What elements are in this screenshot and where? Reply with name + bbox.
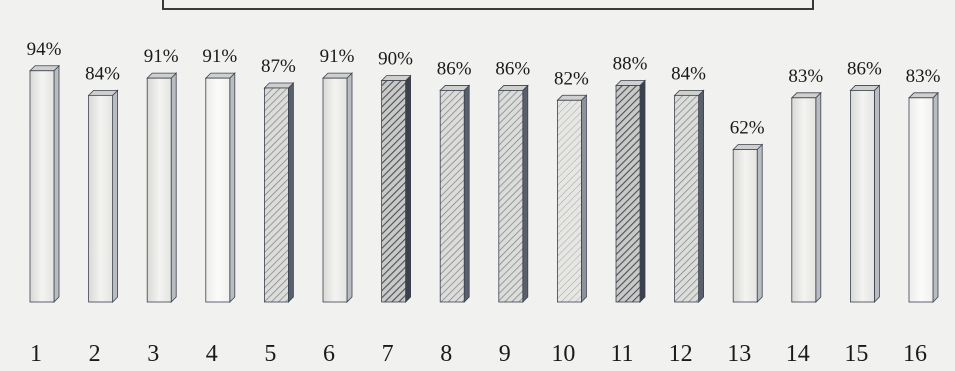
x-tick-label: 12	[669, 341, 693, 367]
data-label: 94%	[27, 39, 62, 60]
x-tick-label: 15	[844, 341, 868, 367]
data-label: 83%	[788, 66, 823, 87]
bar-front	[850, 90, 875, 303]
data-label: 82%	[554, 68, 589, 89]
x-tick-label: 7	[382, 341, 394, 367]
x-tick-label: 2	[89, 341, 101, 367]
x-tick-label: 4	[206, 341, 218, 367]
bar	[497, 84, 529, 303]
bar-top	[439, 85, 471, 91]
data-label: 84%	[671, 63, 706, 84]
bar-top	[615, 80, 646, 86]
bar-front	[557, 99, 582, 303]
bar	[322, 72, 353, 303]
bar	[732, 143, 764, 303]
bar-front	[498, 90, 524, 303]
bar-top	[204, 72, 236, 79]
bar	[908, 91, 939, 303]
bar-top	[556, 94, 588, 101]
bar	[263, 82, 295, 303]
data-label: 62%	[730, 117, 765, 138]
top-frame-decoration	[162, 0, 814, 10]
bar-front	[29, 70, 55, 303]
bar	[849, 84, 881, 303]
bar-top	[263, 82, 295, 89]
bar-front	[908, 97, 934, 303]
bar-front	[732, 149, 758, 303]
data-label: 86%	[847, 58, 882, 79]
x-tick-label: 3	[147, 341, 159, 367]
data-label: 91%	[144, 46, 179, 67]
bar	[673, 89, 705, 303]
x-tick-label: 11	[610, 341, 633, 367]
bar-top	[849, 85, 881, 91]
data-label: 91%	[320, 46, 355, 67]
bar-side	[756, 143, 763, 303]
data-label: 86%	[495, 58, 530, 79]
bar-top	[87, 89, 119, 96]
bar-top	[732, 144, 764, 150]
bar-top	[790, 92, 822, 99]
bar-side	[229, 72, 236, 303]
bar	[204, 72, 236, 303]
bar-front	[263, 87, 289, 303]
bar	[439, 84, 471, 303]
x-tick-label: 9	[499, 341, 511, 367]
data-label: 88%	[613, 54, 648, 75]
bar-side	[815, 91, 822, 303]
bar-side	[287, 82, 294, 303]
data-label: 87%	[261, 56, 296, 77]
x-tick-label: 1	[30, 341, 42, 367]
bar	[790, 91, 822, 303]
x-tick-label: 10	[551, 341, 575, 367]
bar	[29, 64, 60, 303]
bar	[87, 89, 119, 303]
bar-side	[932, 91, 939, 303]
x-tick-label: 14	[786, 341, 810, 367]
bar	[615, 79, 646, 303]
bar-front	[381, 80, 407, 303]
bar-front	[439, 90, 465, 303]
x-tick-label: 13	[727, 341, 751, 367]
x-tick-label: 16	[903, 341, 927, 367]
bar-side	[463, 84, 470, 303]
x-tick-label: 6	[323, 341, 335, 367]
bar-front	[791, 97, 817, 303]
data-label: 91%	[202, 46, 237, 67]
bar-side	[698, 89, 704, 303]
bar	[380, 74, 412, 303]
bar-top	[497, 85, 529, 91]
bar-side	[639, 79, 646, 303]
x-tick-label: 8	[440, 341, 452, 367]
bar-top	[673, 89, 705, 96]
bar-side	[53, 64, 60, 303]
bar-side	[522, 84, 529, 303]
bar-front	[674, 94, 699, 303]
bar-top	[29, 65, 60, 72]
bar-side	[170, 72, 177, 303]
bar-side	[346, 72, 353, 303]
bar-front	[146, 77, 172, 303]
bar-top	[146, 72, 178, 79]
bar-side	[405, 74, 412, 303]
data-label: 84%	[85, 63, 120, 84]
bar-front	[88, 94, 113, 303]
bar-top	[322, 72, 353, 79]
bar-side	[112, 89, 118, 303]
bar-front	[615, 85, 641, 303]
bar-side	[874, 84, 880, 303]
data-label: 90%	[378, 49, 413, 70]
data-label: 83%	[906, 66, 941, 87]
bar	[146, 72, 178, 303]
data-label: 86%	[437, 58, 472, 79]
bar-side	[581, 94, 587, 303]
bar-top	[908, 92, 939, 99]
bar-front	[322, 77, 348, 303]
x-tick-label: 5	[264, 341, 276, 367]
bar	[556, 94, 588, 303]
bar-top	[380, 75, 412, 81]
bar-front	[205, 77, 231, 303]
